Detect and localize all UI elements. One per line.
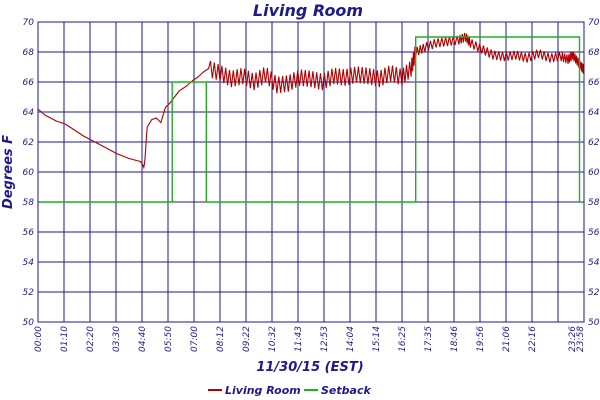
y-tick-label-left: 66 [23,78,35,88]
y-tick-label-left: 64 [23,108,35,118]
x-tick-label: 16:25 [398,326,408,352]
x-tick-label: 21:06 [502,326,512,352]
x-tick-label: 18:46 [450,326,460,352]
x-tick-label: 10:32 [268,326,278,352]
x-tick-label: 17:35 [424,326,434,352]
plot-frame [37,21,585,323]
y-tick-label-right: 54 [588,258,600,268]
y-tick-label-right: 68 [588,48,600,58]
y-tick-label-left: 58 [23,198,35,208]
y-tick-label-left: 54 [23,258,35,268]
legend: Living Room Setback [208,384,371,397]
y-tick-label-right: 56 [588,228,600,238]
y-tick-label-right: 62 [588,138,600,148]
y-tick-label-left: 56 [23,228,35,238]
y-tick-label-right: 66 [588,78,600,88]
series-line-living-room [37,32,585,170]
axes: 50 50 52 52 54 54 56 56 58 58 60 60 62 62 64 64 66 66 68 68… [23,18,600,352]
x-tick-label: 07:00 [190,326,200,352]
x-tick-label: 12:53 [320,326,330,352]
x-tick-label: 00:00 [34,326,44,352]
y-tick-label-left: 60 [23,168,35,178]
series-layer [37,32,585,203]
x-tick-label: 05:50 [164,326,174,352]
y-tick-label-right: 58 [588,198,600,208]
chart-title: Living Room [253,1,363,20]
x-tick-label: 08:12 [216,326,226,352]
x-tick-label: 04:40 [138,326,148,352]
y-tick-label-right: 50 [588,318,600,328]
y-tick-label-right: 52 [588,288,600,298]
legend-label-living-room: Living Room [225,384,301,397]
x-tick-label: 23:26 [568,326,578,352]
x-tick-label: 14:04 [346,326,356,352]
x-tick-label: 09:22 [242,326,252,352]
y-tick-label-right: 70 [588,18,600,28]
y-tick-label-left: 52 [23,288,35,298]
y-tick-label-left: 70 [23,18,35,28]
x-tick-label: 15:14 [372,326,382,352]
x-tick-label: 22:16 [528,326,538,352]
y-tick-label-right: 60 [588,168,600,178]
y-tick-label-right: 64 [588,108,600,118]
series-line-setback [38,36,584,203]
x-tick-label: 01:10 [60,326,70,352]
x-tick-label: 11:43 [294,326,304,352]
x-tick-label: 19:56 [476,326,486,352]
y-tick-label-left: 68 [23,48,35,58]
y-tick-label-left: 62 [23,138,35,148]
legend-label-setback: Setback [321,384,371,397]
x-tick-label: 23:58 [576,326,586,352]
y-tick-label-left: 50 [23,318,35,328]
x-tick-label: 02:20 [86,326,96,352]
x-axis-label: 11/30/15 (EST) [256,360,363,375]
y-axis-label: Degrees F [1,135,16,209]
x-tick-label: 03:30 [112,326,122,352]
grid [37,21,584,323]
